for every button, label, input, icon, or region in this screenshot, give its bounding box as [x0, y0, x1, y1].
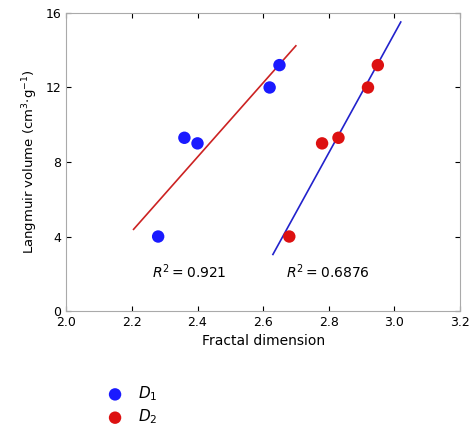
$D_1$ [181, 134, 188, 141]
$D_2$ [285, 233, 293, 240]
$D_2$ [364, 84, 372, 91]
$D_2$ [318, 140, 326, 147]
Y-axis label: Langmuir volume (cm$^3$$\cdot$g$^{-1}$): Langmuir volume (cm$^3$$\cdot$g$^{-1}$) [20, 70, 40, 254]
Text: $R^2 = 0.6876$: $R^2 = 0.6876$ [286, 262, 370, 280]
$D_2$ [374, 62, 382, 69]
$D_1$ [194, 140, 201, 147]
$D_1$ [155, 233, 162, 240]
$D_1$ [276, 62, 283, 69]
$D_2$ [335, 134, 342, 141]
Text: $R^2 = 0.921$: $R^2 = 0.921$ [152, 262, 226, 280]
X-axis label: Fractal dimension: Fractal dimension [201, 334, 325, 349]
$D_1$ [266, 84, 273, 91]
Legend: $D_1$, $D_2$: $D_1$, $D_2$ [94, 378, 164, 432]
